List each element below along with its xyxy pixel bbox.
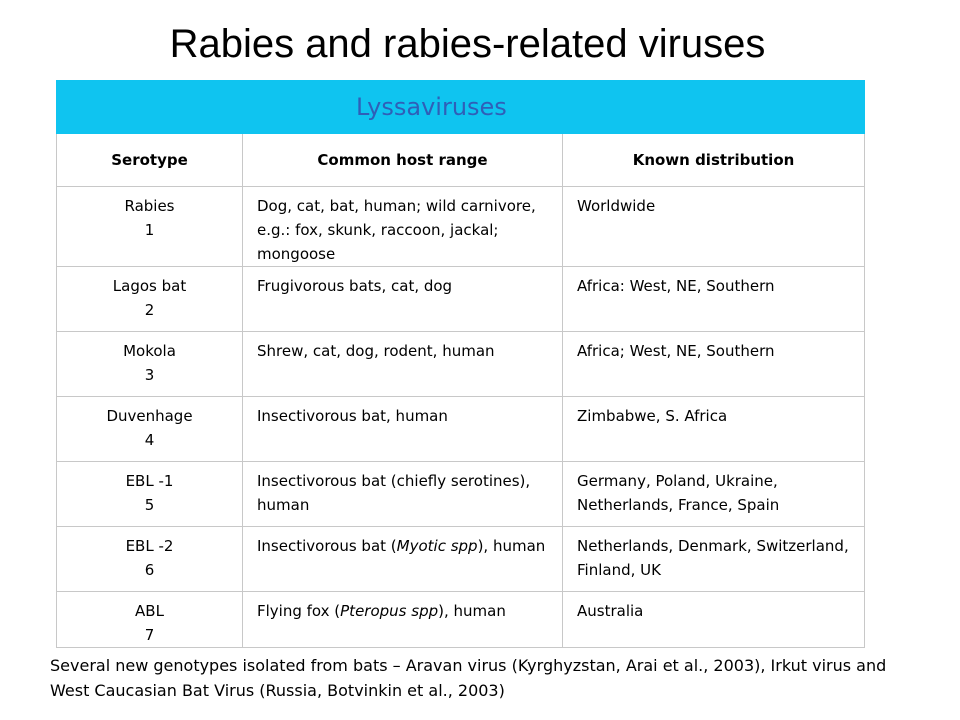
serotype-name: Mokola <box>123 342 176 360</box>
serotype-number: 1 <box>144 221 155 239</box>
serotype-name: EBL -1 <box>125 472 174 490</box>
serotype-cell: ABL 7 <box>56 591 243 648</box>
serotype-name: EBL -2 <box>125 537 174 555</box>
distribution-cell: Netherlands, Denmark, Switzerland, Finla… <box>561 526 866 592</box>
table-row: Rabies 1 Dog, cat, bat, human; wild carni… <box>56 186 866 267</box>
serotype-cell: EBL -2 6 <box>56 526 243 592</box>
banner-label: Lyssaviruses <box>356 93 507 121</box>
serotype-name: Rabies <box>124 197 175 215</box>
distribution-cell: Germany, Poland, Ukraine, Netherlands, F… <box>561 461 866 527</box>
host-text-end: ), human <box>477 537 546 555</box>
table-row: EBL -1 5 Insectivorous bat (chiefly serot… <box>56 461 866 527</box>
serotype-number: 3 <box>144 366 155 384</box>
serotype-cell: EBL -1 5 <box>56 461 243 527</box>
header-serotype: Serotype <box>56 133 243 187</box>
host-text-end: ), human <box>438 602 506 620</box>
table-row: Duvenhage 4 Insectivorous bat, human Zimb… <box>56 396 866 462</box>
serotype-number: 2 <box>144 301 155 319</box>
header-host-range: Common host range <box>242 133 563 187</box>
serotype-name: Duvenhage <box>106 407 193 425</box>
host-cell: Dog, cat, bat, human; wild carnivore, e.… <box>242 186 563 267</box>
page-title: Rabies and rabies-related viruses <box>169 22 766 66</box>
distribution-cell: Africa: West, NE, Southern <box>561 266 866 332</box>
table-header-row: Serotype Common host range Known distrib… <box>56 133 866 187</box>
table-row: EBL -2 6 Insectivorous bat (Myotic spp), … <box>56 526 866 592</box>
distribution-cell: Zimbabwe, S. Africa <box>561 396 866 462</box>
host-text: Insectivorous bat ( <box>257 537 397 555</box>
serotype-cell: Duvenhage 4 <box>56 396 243 462</box>
lyssavirus-table: Lyssaviruses Serotype Common host range … <box>55 80 866 648</box>
serotype-name: ABL <box>135 602 164 620</box>
header-distribution: Known distribution <box>561 133 866 187</box>
serotype-number: 6 <box>144 561 155 579</box>
host-cell: Flying fox (Pteropus spp), human <box>242 591 563 648</box>
table-row: Mokola 3 Shrew, cat, dog, rodent, human A… <box>56 331 866 397</box>
footnote: Several new genotypes isolated from bats… <box>50 656 887 700</box>
host-cell: Insectivorous bat, human <box>242 396 563 462</box>
host-cell: Insectivorous bat (Myotic spp), human <box>242 526 563 592</box>
serotype-number: 5 <box>144 496 155 514</box>
serotype-name: Lagos bat <box>112 277 187 295</box>
distribution-cell: Australia <box>561 591 866 648</box>
distribution-cell: Africa; West, NE, Southern <box>561 331 866 397</box>
host-cell: Frugivorous bats, cat, dog <box>242 266 563 332</box>
host-text: Flying fox ( <box>257 602 341 620</box>
host-cell: Shrew, cat, dog, rodent, human <box>242 331 563 397</box>
host-species-italic: Myotic spp <box>396 537 478 555</box>
table-banner: Lyssaviruses <box>55 80 866 134</box>
serotype-number: 7 <box>144 626 155 644</box>
host-species-italic: Pteropus spp <box>340 602 439 620</box>
host-cell: Insectivorous bat (chiefly serotines), h… <box>242 461 563 527</box>
distribution-cell: Worldwide <box>561 186 866 267</box>
table-row: ABL 7 Flying fox (Pteropus spp), human Au… <box>56 591 866 648</box>
serotype-cell: Mokola 3 <box>56 331 243 397</box>
serotype-cell: Rabies 1 <box>56 186 243 267</box>
serotype-cell: Lagos bat 2 <box>56 266 243 332</box>
serotype-number: 4 <box>144 431 155 449</box>
table-row: Lagos bat 2 Frugivorous bats, cat, dog Af… <box>56 266 866 332</box>
table-banner-row: Lyssaviruses <box>55 80 866 134</box>
